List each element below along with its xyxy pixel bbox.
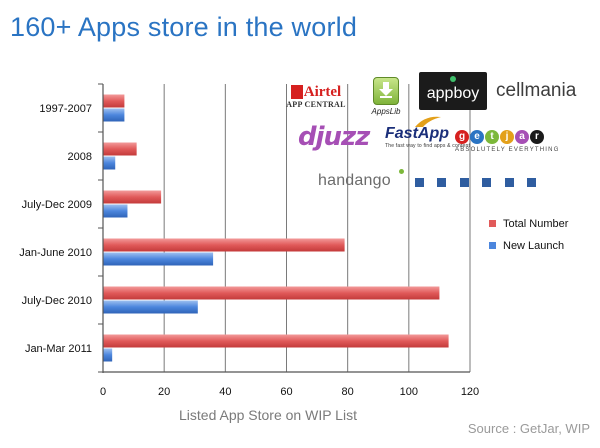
djuzz-logo-name: djuzz xyxy=(298,122,370,152)
airtel-mark-icon xyxy=(290,85,303,99)
cellmania-logo-name: cellmania xyxy=(496,80,577,101)
handango-mark-icon xyxy=(399,169,404,174)
y-category-label: Jan-June 2010 xyxy=(19,247,92,259)
getjar-letter-badge: e xyxy=(470,130,484,144)
appboy-mark-icon xyxy=(450,76,456,82)
bar-new-launch xyxy=(103,348,113,362)
djuzz-logo: djuzz xyxy=(298,122,370,152)
appslib-download-icon xyxy=(373,77,399,105)
handango-logo: handango xyxy=(318,169,404,190)
getjar-letter-badge: r xyxy=(530,130,544,144)
bar-total-number xyxy=(103,190,162,204)
x-tick-label: 40 xyxy=(219,386,231,398)
more-dot xyxy=(504,178,514,187)
x-tick-label: 20 xyxy=(158,386,170,398)
x-tick-label: 120 xyxy=(461,386,479,398)
fastapp-logo: FastApp The fast way to find apps & cont… xyxy=(385,116,471,149)
legend: Total Number New Launch xyxy=(489,218,569,252)
bar-total-number xyxy=(103,286,440,300)
slide-title: 160+ Apps store in the world xyxy=(10,12,358,42)
appslib-logo: AppsLib xyxy=(368,77,404,116)
bar-new-launch xyxy=(103,108,125,122)
x-tick-label: 60 xyxy=(280,386,292,398)
more-dot xyxy=(437,178,447,187)
bar-total-number xyxy=(103,238,345,252)
getjar-letter-badge: a xyxy=(515,130,529,144)
legend-swatch xyxy=(489,220,496,227)
airtel-logo-name: Airtel xyxy=(303,83,342,100)
legend-swatch xyxy=(489,242,496,249)
x-axis-label: Listed App Store on WIP List xyxy=(179,407,357,423)
appboy-logo-name: appboy xyxy=(426,85,480,102)
appboy-logo: appboy xyxy=(419,72,487,110)
more-dot xyxy=(527,178,536,187)
source-note: Source : GetJar, WIP xyxy=(467,421,590,436)
more-dot xyxy=(459,178,469,187)
legend-label: Total Number xyxy=(503,218,569,230)
y-category-label: July-Dec 2009 xyxy=(22,199,92,211)
bar-total-number xyxy=(103,334,449,348)
handango-logo-name: handango xyxy=(318,172,391,189)
airtel-logo-tagline: APP CENTRAL xyxy=(286,100,346,109)
more-dot xyxy=(415,178,424,187)
y-category-label: July-Dec 2010 xyxy=(22,295,92,307)
fastapp-wing-icon xyxy=(415,116,441,127)
bar-new-launch xyxy=(103,252,214,266)
axes: 0 20 40 60 80 100 120 1997-2007 2008 July-Dec 200… xyxy=(19,83,479,398)
y-category-label: Jan-Mar 2011 xyxy=(25,343,92,355)
getjar-letter-badge: t xyxy=(485,130,499,144)
x-tick-label: 0 xyxy=(100,386,106,398)
getjar-logo-tagline: ABSOLUTELY EVERYTHING xyxy=(455,147,560,153)
fastapp-logo-name: FastApp xyxy=(385,125,449,142)
y-category-label: 1997-2007 xyxy=(39,103,92,115)
getjar-letter-badge: j xyxy=(500,130,514,144)
bar-total-number xyxy=(103,142,137,156)
fastapp-logo-tagline: The fast way to find apps & content xyxy=(385,143,471,149)
x-tick-label: 100 xyxy=(400,386,418,398)
bars xyxy=(103,94,449,362)
more-dot xyxy=(482,178,492,187)
y-category-label: 2008 xyxy=(68,151,92,163)
x-tick-label: 80 xyxy=(342,386,354,398)
bar-total-number xyxy=(103,94,125,108)
getjar-letter-badge: g xyxy=(455,130,469,144)
cellmania-logo: cellmania xyxy=(496,80,576,102)
bar-new-launch xyxy=(103,300,198,314)
bar-new-launch xyxy=(103,204,128,218)
appslib-logo-name: AppsLib xyxy=(371,107,401,116)
legend-label: New Launch xyxy=(503,240,564,252)
airtel-app-central-logo: Airtel APP CENTRAL xyxy=(284,83,348,110)
gridlines xyxy=(163,84,471,372)
bar-new-launch xyxy=(103,156,116,170)
